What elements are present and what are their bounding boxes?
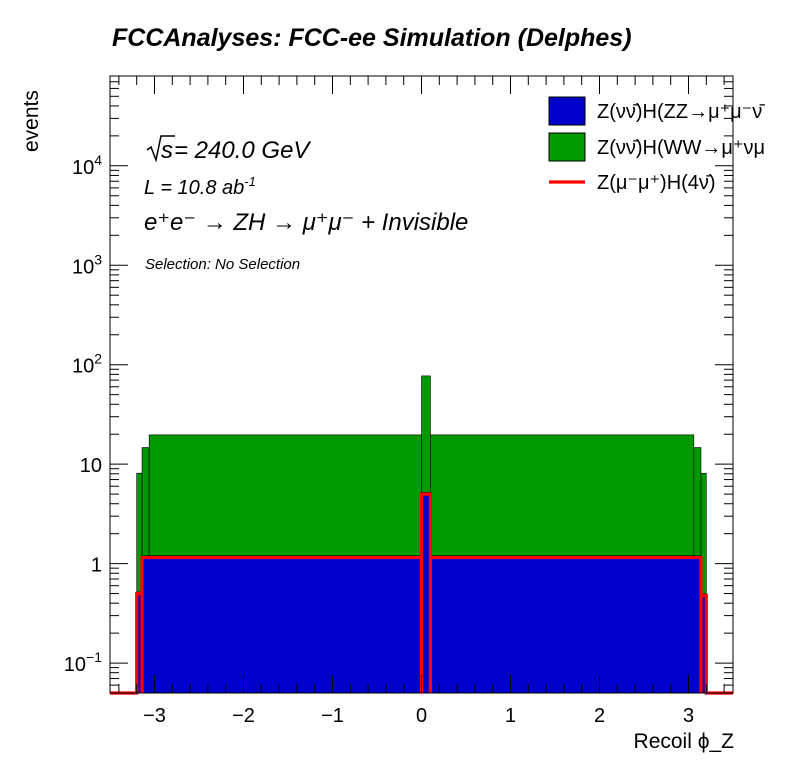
legend-swatch-1 <box>548 132 586 162</box>
signal-line <box>110 492 733 695</box>
sqrt-symbol <box>146 135 175 163</box>
lumi-base: L = 10.8 ab <box>144 177 244 199</box>
legend-label-2: Z(μ⁻μ⁺)H(4ν̄) <box>597 172 716 194</box>
x-tick-label: 0 <box>416 705 427 727</box>
y-axis-ticks: 10−1 1 10 102 103 104 <box>64 75 733 694</box>
legend-label-0: Z(νν̄)H(ZZ→μ⁺μ⁻ν̄ <box>597 101 765 123</box>
legend-swatch-0 <box>548 96 586 126</box>
x-axis-title: Recoil ϕ_Z <box>634 730 735 753</box>
x-tick-label: 3 <box>683 705 694 727</box>
lumi-annotation: L = 10.8 ab-1 <box>144 174 256 199</box>
signal-outline <box>110 492 733 695</box>
bar-series-0-bin-1 <box>141 555 422 694</box>
energy-annotation: s = 240.0 GeV <box>146 135 311 164</box>
x-tick-label: 2 <box>594 705 605 727</box>
energy-value: = 240.0 GeV <box>174 137 311 164</box>
selection-annotation: Selection: No Selection <box>145 256 300 273</box>
y-tick-label: 103 <box>72 251 102 278</box>
process-annotation: e⁺e⁻ → ZH → μ⁺μ⁻ + Invisible <box>144 209 468 236</box>
y-tick-label: 10−1 <box>64 649 102 676</box>
x-tick-label: −3 <box>143 705 166 727</box>
legend: Z(νν̄)H(ZZ→μ⁺μ⁻ν̄ Z(νν̄)H(WW→μ⁺νμ Z(μ⁻μ⁺)H… <box>548 96 765 194</box>
bar-series-0-bin-3 <box>430 555 702 694</box>
y-tick-label: 1 <box>91 555 102 577</box>
chart-title: FCCAnalyses: FCC-ee Simulation (Delphes) <box>112 24 632 52</box>
energy-root-var: s <box>161 137 173 164</box>
legend-label-1: Z(νν̄)H(WW→μ⁺νμ <box>597 137 765 159</box>
x-axis-ticks: −3 −2 −1 0 1 2 3 <box>118 76 725 727</box>
x-tick-label: −1 <box>321 705 344 727</box>
x-tick-label: 1 <box>505 705 516 727</box>
y-tick-label: 104 <box>72 152 102 179</box>
lumi-exp: -1 <box>244 174 256 189</box>
y-axis-title: events <box>20 90 43 152</box>
x-tick-label: −2 <box>232 705 255 727</box>
y-tick-label: 10 <box>80 455 102 477</box>
y-tick-label: 102 <box>72 351 102 378</box>
